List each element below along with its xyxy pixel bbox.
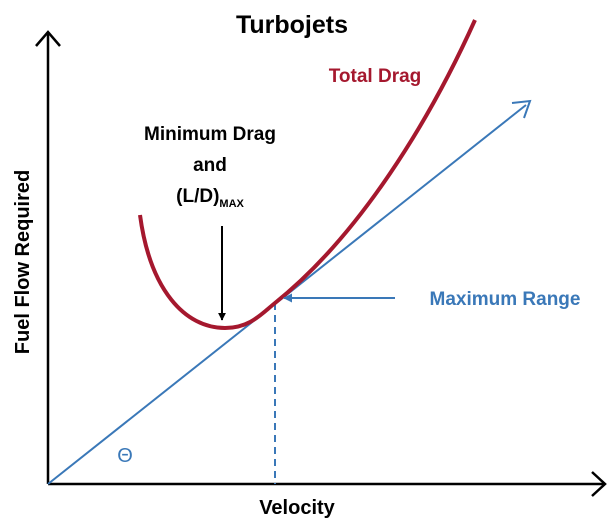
annotation-text: (L/D): [176, 186, 219, 207]
x-axis-label: Velocity: [259, 497, 335, 519]
title: Turbojets: [236, 11, 348, 39]
range-label: Maximum Range: [430, 289, 581, 310]
annotation-line: (L/D)MAX: [176, 186, 244, 210]
y-axis-arrowhead: [35, 30, 61, 47]
drag-curve: [138, 19, 477, 331]
annotation-line: Minimum Drag: [144, 124, 276, 145]
angle-label: Θ: [117, 445, 133, 467]
tangent-arrowhead: [511, 99, 532, 119]
annotation-line: and: [193, 155, 227, 176]
curve-label: Total Drag: [329, 66, 422, 87]
y-axis-label: Fuel Flow Required: [12, 170, 34, 354]
annotation-subscript: MAX: [219, 198, 244, 210]
x-axis-arrowhead: [591, 471, 607, 497]
